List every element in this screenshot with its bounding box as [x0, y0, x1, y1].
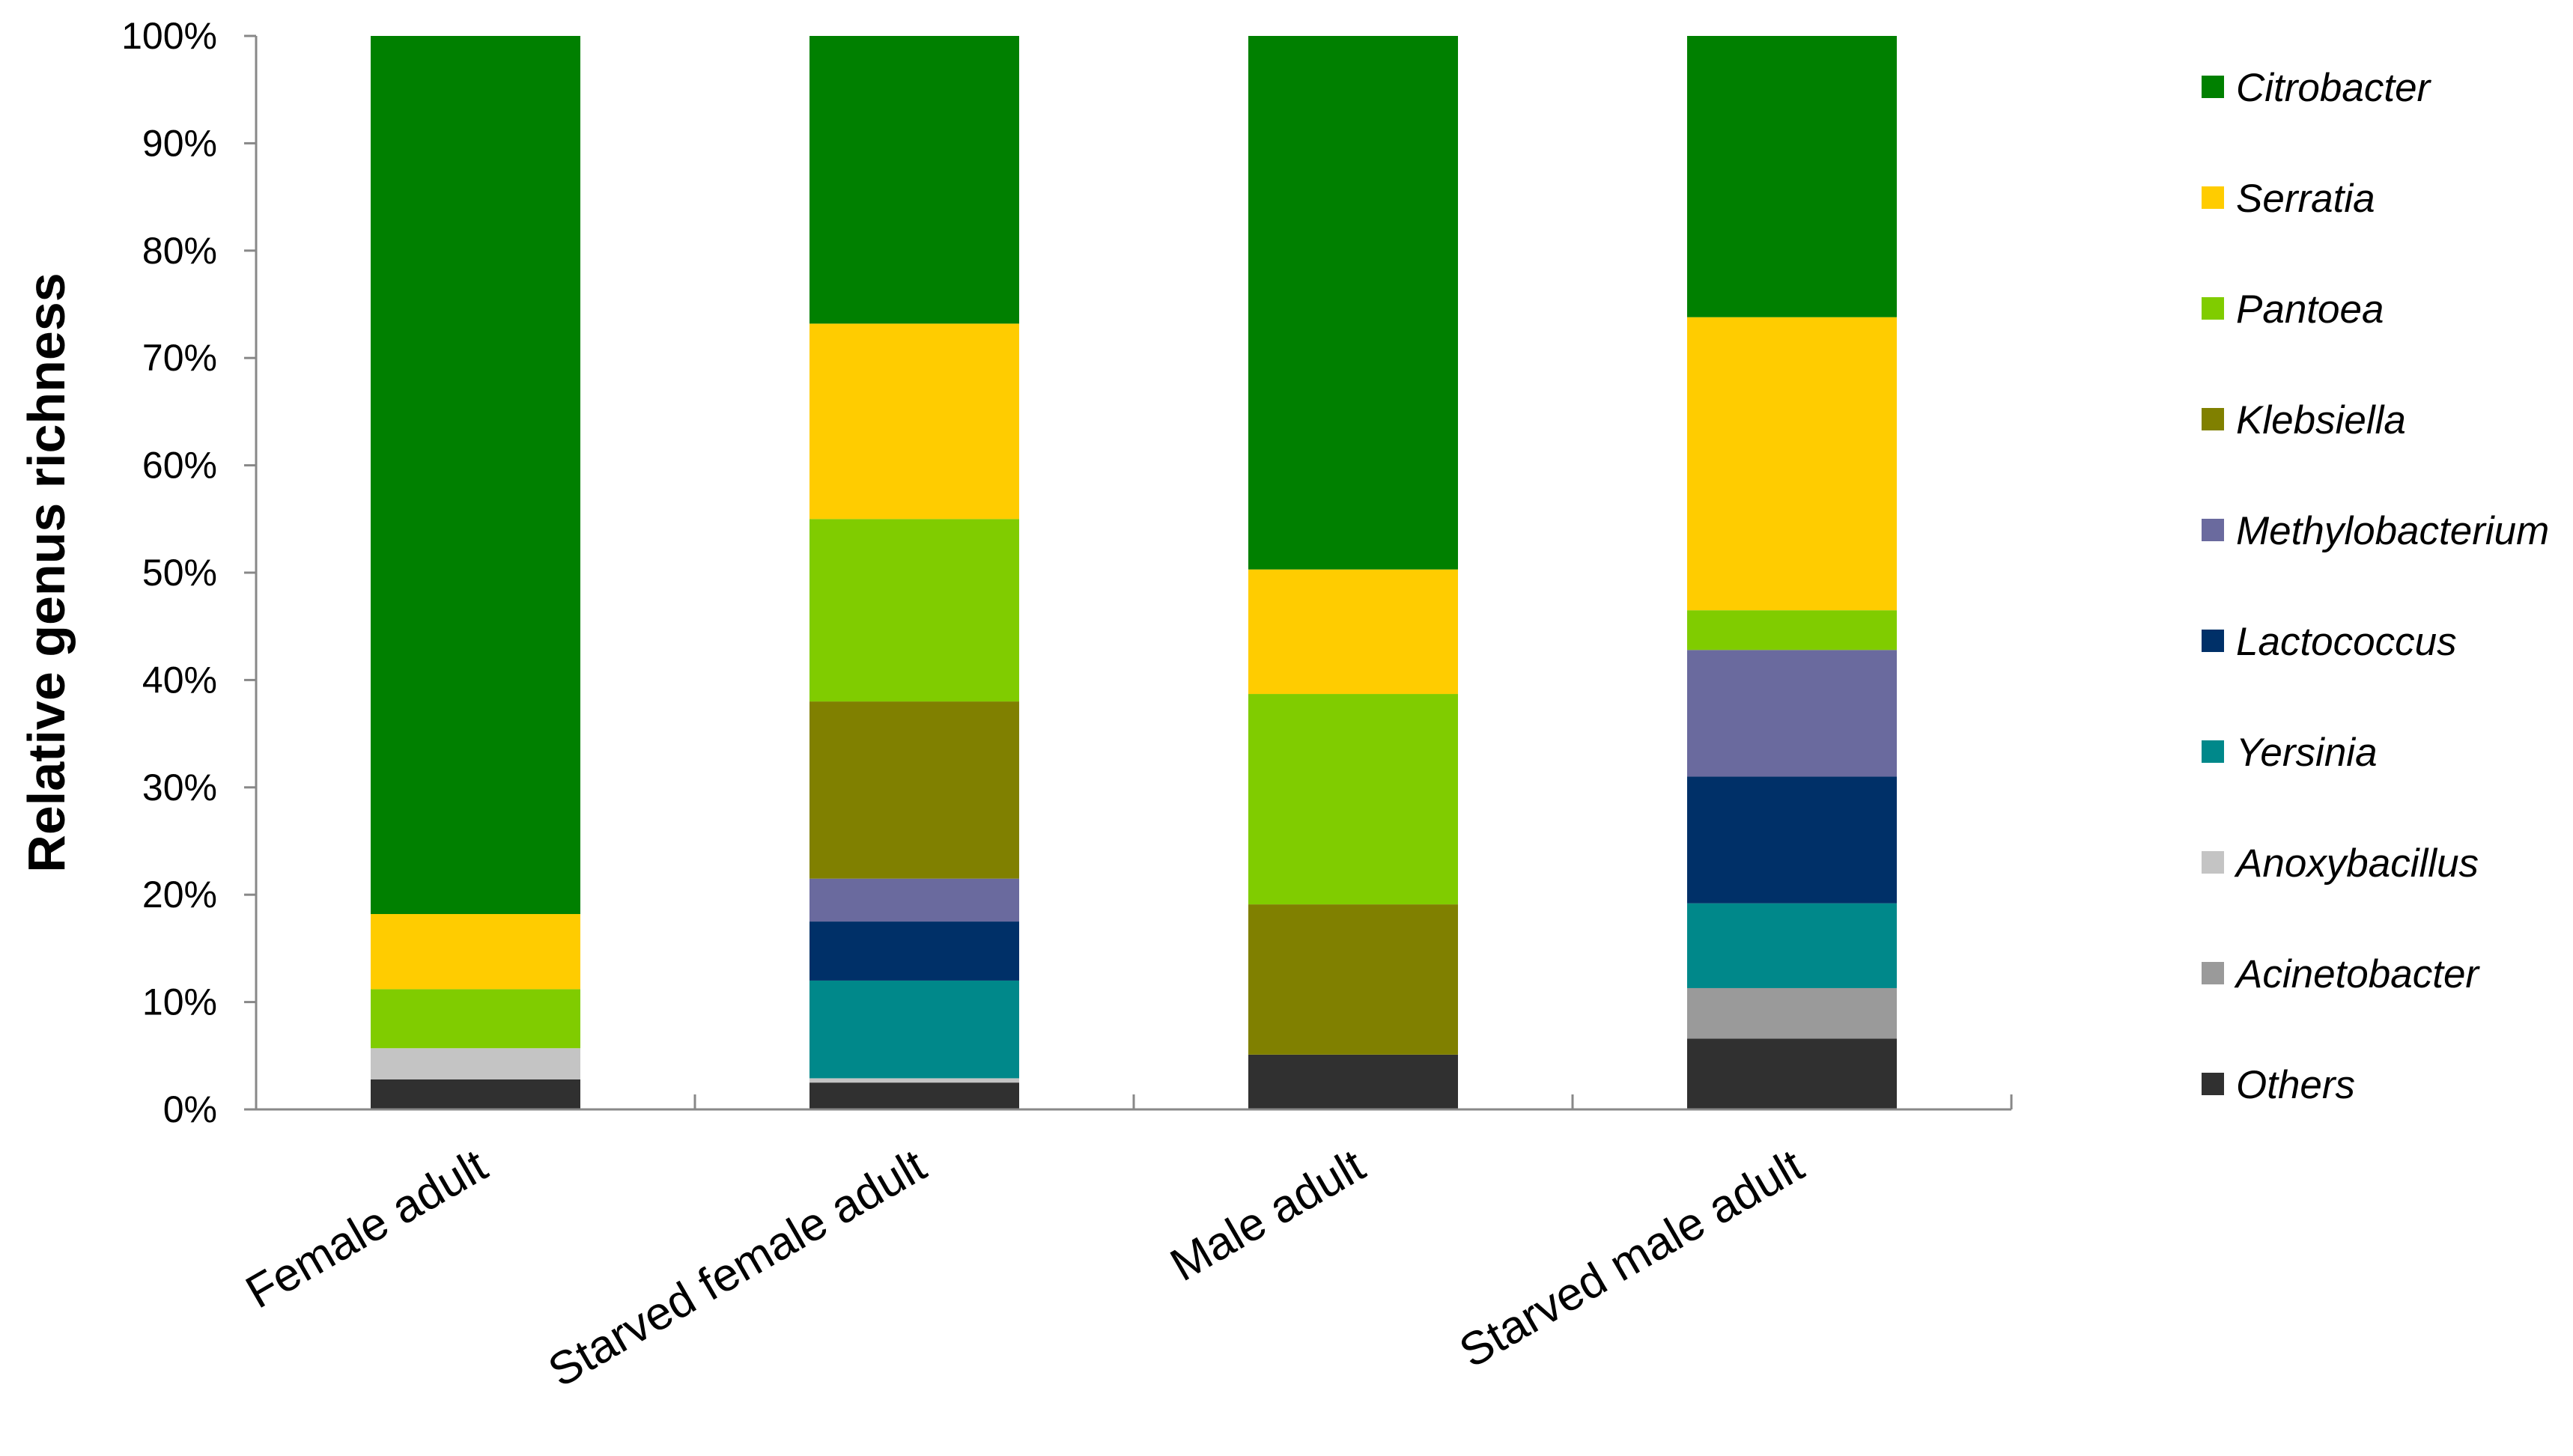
legend-label: Yersinia — [2236, 731, 2378, 775]
x-category-label: Male adult — [1162, 1139, 1373, 1291]
legend-label: Others — [2236, 1063, 2355, 1107]
y-tick-label: 0% — [163, 1088, 217, 1130]
y-axis-title: Relative genus richness — [17, 272, 76, 872]
bar-segment — [809, 922, 1019, 981]
bar-segment — [1248, 1054, 1458, 1109]
x-category-labels: Female adult Starved female adult Male adu… — [237, 1139, 1812, 1397]
y-tick-label: 90% — [142, 122, 217, 164]
legend-swatch — [2202, 519, 2224, 541]
y-tick-label: 10% — [142, 981, 217, 1023]
bar-segment — [809, 878, 1019, 922]
legend-label: Citrobacter — [2236, 66, 2432, 110]
bars-group — [371, 36, 1897, 1109]
bar-segment — [809, 701, 1019, 879]
bar-segment — [371, 914, 580, 990]
bar-segment — [809, 1082, 1019, 1109]
legend-swatch — [2202, 408, 2224, 430]
bar-segment — [809, 1078, 1019, 1083]
bar-segment — [1687, 987, 1897, 1039]
legend: Citrobacter Serratia Pantoea Klebsiella Meth… — [2202, 66, 2549, 1107]
y-tick-label: 30% — [142, 767, 217, 808]
legend-label: Lactococcus — [2236, 620, 2457, 664]
legend-swatch — [2202, 962, 2224, 984]
bar-segment — [1248, 569, 1458, 695]
axes — [244, 34, 2013, 1111]
legend-label: Pantoea — [2236, 287, 2384, 332]
bar-segment — [1687, 36, 1897, 317]
bar-segment — [371, 36, 580, 915]
x-category-label: Female adult — [237, 1139, 496, 1318]
bar-segment — [371, 1079, 580, 1109]
y-tick-labels: 0% 10% 20% 30% 40% 50% 60% 70% 80% 90% 100% — [121, 15, 217, 1130]
legend-swatch — [2202, 740, 2224, 763]
bar-segment — [1687, 903, 1897, 988]
bar-segment — [1687, 776, 1897, 904]
bar-segment — [1248, 694, 1458, 905]
bar-segment — [1687, 610, 1897, 651]
y-tick-label: 50% — [142, 552, 217, 594]
y-tick-label: 80% — [142, 230, 217, 272]
bar-segment — [1687, 1038, 1897, 1109]
bar-segment — [371, 1048, 580, 1079]
y-tick-label: 60% — [142, 445, 217, 487]
legend-swatch — [2202, 851, 2224, 874]
x-category-label: Starved female adult — [540, 1139, 935, 1397]
bar-segment — [809, 323, 1019, 520]
bar-segment — [1687, 650, 1897, 777]
x-category-label: Starved male adult — [1451, 1139, 1812, 1377]
bar-segment — [809, 980, 1019, 1079]
bar-segment — [809, 519, 1019, 702]
bar-segment — [809, 36, 1019, 324]
bar-segment — [1687, 317, 1897, 611]
legend-swatch — [2202, 297, 2224, 320]
legend-swatch — [2202, 630, 2224, 652]
legend-label: Acinetobacter — [2234, 952, 2480, 996]
bar-segment — [1248, 904, 1458, 1055]
y-tick-label: 40% — [142, 659, 217, 701]
legend-label: Serratia — [2236, 177, 2375, 221]
legend-swatch — [2202, 186, 2224, 209]
legend-label: Methylobacterium — [2236, 509, 2549, 553]
bar-segment — [371, 989, 580, 1049]
legend-swatch — [2202, 76, 2224, 98]
bar-segment — [1248, 36, 1458, 570]
y-tick-label: 70% — [142, 337, 217, 379]
legend-label: Klebsiella — [2236, 398, 2406, 442]
legend-swatch — [2202, 1073, 2224, 1095]
y-tick-label: 20% — [142, 874, 217, 916]
y-tick-label: 100% — [121, 15, 217, 57]
legend-label: Anoxybacillus — [2234, 841, 2479, 886]
